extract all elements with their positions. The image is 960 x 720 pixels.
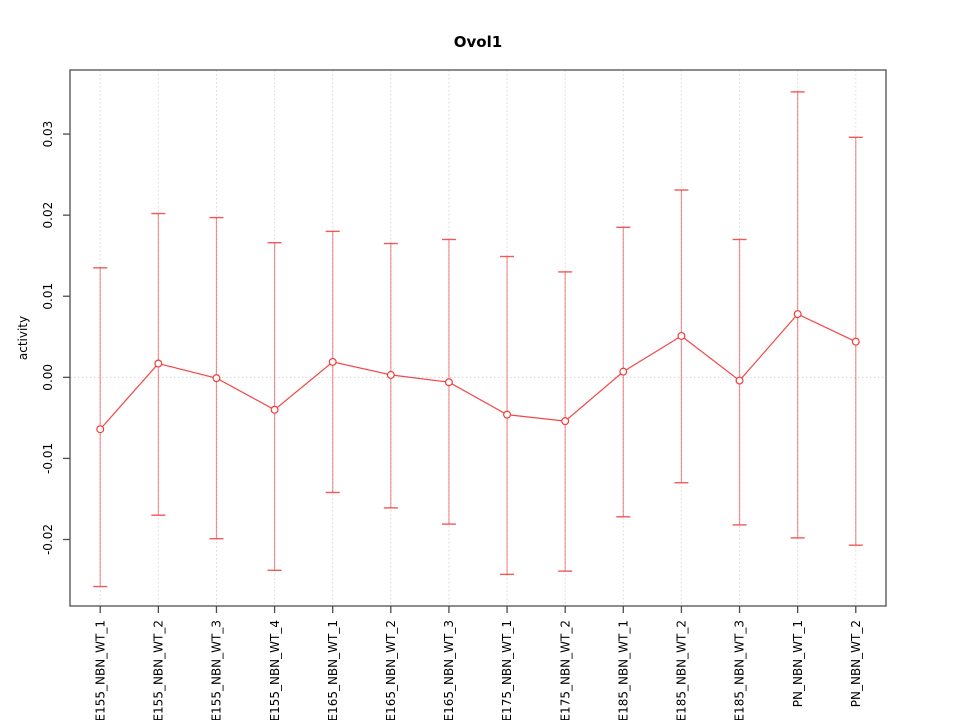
x-tick-label: E185_NBN_WT_2 [675, 620, 689, 720]
data-point-marker [212, 374, 221, 383]
x-tick-label: E185_NBN_WT_1 [616, 620, 630, 720]
chart-title: Ovol1 [453, 33, 503, 51]
y-tick-label: 0.00 [41, 364, 55, 391]
data-point-marker [793, 310, 802, 319]
data-point-marker [328, 357, 337, 366]
x-tick-label: E155_NBN_WT_1 [93, 620, 107, 720]
data-point-marker [735, 376, 744, 385]
y-tick-label: 0.02 [41, 202, 55, 229]
x-tick-label: PN_NBN_WT_1 [791, 620, 805, 707]
y-tick-label: -0.01 [41, 443, 55, 474]
data-point-marker [677, 331, 686, 340]
x-tick-label: E185_NBN_WT_3 [733, 620, 747, 720]
data-point-marker [561, 417, 570, 426]
y-tick-label: -0.02 [41, 524, 55, 555]
series-line [99, 313, 857, 430]
y-tick-label: 0.03 [41, 121, 55, 148]
plot-frame [69, 69, 887, 607]
x-tick-label: E155_NBN_WT_2 [152, 620, 166, 720]
x-tick-label: E165_NBN_WT_3 [442, 620, 456, 720]
data-point-marker [154, 359, 163, 368]
x-tick-label: E155_NBN_WT_3 [210, 620, 224, 720]
data-point-marker [270, 405, 279, 414]
data-point-marker [96, 425, 105, 434]
x-tick-label: E165_NBN_WT_1 [326, 620, 340, 720]
x-tick-label: E175_NBN_WT_1 [500, 620, 514, 720]
data-point-marker [503, 410, 512, 419]
data-point-marker [619, 367, 628, 376]
data-point-marker [444, 378, 453, 387]
data-point-marker [386, 370, 395, 379]
x-tick-label: E165_NBN_WT_2 [384, 620, 398, 720]
x-tick-label: E175_NBN_WT_2 [558, 620, 572, 720]
y-tick-label: 0.01 [41, 283, 55, 310]
x-tick-label: E155_NBN_WT_4 [268, 620, 282, 720]
x-tick-label: PN_NBN_WT_2 [849, 620, 863, 707]
data-point-marker [851, 337, 860, 346]
